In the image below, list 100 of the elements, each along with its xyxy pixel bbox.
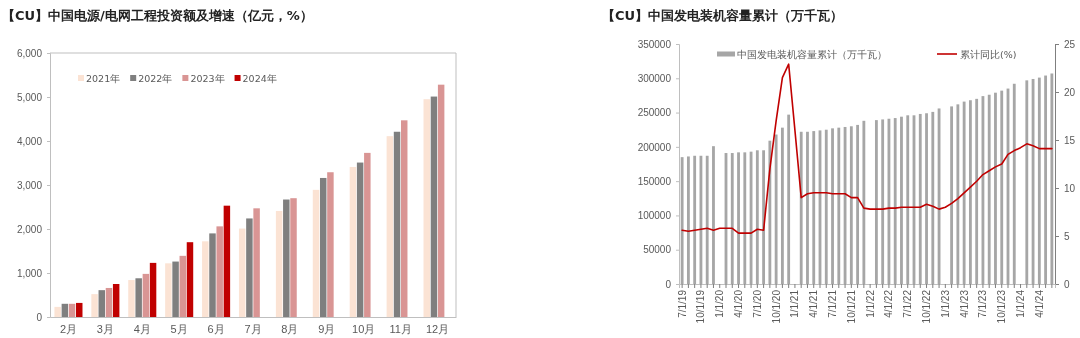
bar [994, 92, 997, 284]
x-tick-label: 10月 [352, 322, 376, 335]
y-tick-label: 5,000 [16, 91, 43, 103]
x-tick-label: 10/1/23 [996, 289, 1008, 324]
bar [975, 98, 979, 284]
bar [401, 120, 408, 317]
bar [238, 228, 246, 317]
chart-title: 【CU】中国发电装机容量累计（万千瓦） [602, 8, 844, 23]
bar [680, 157, 684, 284]
legend-label: 2022年 [138, 72, 173, 84]
y-tick-label: 4,000 [16, 135, 43, 147]
bar [112, 284, 120, 317]
bar [349, 166, 357, 317]
bar [774, 134, 778, 284]
bar [327, 172, 334, 317]
bar [142, 273, 150, 317]
y-tick-label: 1,000 [16, 267, 43, 279]
x-tick-label: 1/1/23 [939, 289, 951, 318]
bar [874, 120, 878, 284]
bar [799, 131, 803, 284]
x-tick-label: 1/1/21 [789, 289, 801, 318]
x-tick-label: 8月 [281, 322, 299, 335]
y-tick-label: 250000 [637, 107, 672, 119]
bar [76, 302, 83, 317]
x-tick-label: 7/1/23 [977, 289, 989, 318]
bar [881, 119, 885, 284]
bar [437, 84, 445, 317]
bar [931, 111, 935, 284]
x-tick-label: 4月 [133, 322, 151, 335]
x-tick-label: 12月 [425, 322, 450, 335]
bar [806, 131, 809, 284]
legend-label: 累计同比(%) [960, 48, 1017, 60]
x-tick-label: 10/1/20 [770, 289, 782, 324]
y2-tick-label: 10 [1064, 182, 1076, 194]
x-tick-label: 11月 [389, 322, 412, 335]
bar [962, 101, 966, 284]
bar [98, 290, 105, 317]
bar [149, 262, 157, 317]
bar [253, 208, 260, 317]
y-tick-label: 50000 [643, 244, 672, 256]
bar [893, 118, 897, 284]
x-tick-label: 3月 [96, 322, 114, 335]
bar [386, 136, 394, 317]
bar [743, 152, 747, 284]
x-tick-label: 1/1/20 [714, 289, 726, 318]
bar [179, 255, 187, 317]
bar [837, 127, 841, 284]
bar [290, 198, 297, 317]
x-tick-label: 10/1/22 [921, 289, 933, 324]
bar [105, 287, 113, 317]
y-tick-label: 0 [36, 311, 43, 323]
bar [61, 303, 69, 317]
bar [246, 218, 253, 317]
bar [925, 113, 928, 284]
bar [849, 126, 853, 284]
y-tick-label: 300000 [637, 72, 672, 84]
bar [812, 131, 816, 284]
bar [423, 99, 430, 317]
bar [705, 155, 709, 284]
x-tick-label: 7/1/19 [676, 289, 688, 318]
x-tick-label: 2月 [59, 322, 78, 335]
x-tick-label: 6月 [207, 322, 225, 335]
bar [165, 263, 172, 317]
x-tick-label: 9月 [318, 322, 336, 335]
bar [918, 113, 922, 284]
bar [987, 94, 991, 284]
x-tick-label: 4/1/21 [808, 289, 820, 318]
x-tick-label: 10/1/21 [845, 289, 857, 324]
x-tick-label: 7月 [244, 322, 262, 335]
bar [956, 104, 960, 284]
bar [856, 124, 860, 284]
bar [787, 114, 791, 284]
x-tick-label: 10/1/19 [695, 289, 707, 324]
bar [312, 189, 320, 317]
bar [91, 294, 98, 317]
y2-tick-label: 0 [1064, 278, 1070, 290]
chart-title: 【CU】中国电源/电网工程投资额及增速（亿元，%） [2, 8, 313, 23]
bar [862, 120, 866, 284]
bar [283, 199, 290, 317]
bar [1037, 77, 1041, 284]
bar [730, 153, 734, 284]
bar [1044, 75, 1048, 284]
bar [135, 278, 142, 317]
y-tick-label: 200000 [637, 141, 672, 153]
bar [172, 261, 179, 317]
bar [393, 131, 401, 317]
bar [1012, 83, 1016, 284]
bar [128, 280, 135, 317]
x-tick-label: 4/1/23 [958, 289, 970, 318]
bar [1025, 80, 1029, 284]
bar [223, 205, 231, 317]
bar [430, 96, 438, 317]
bar [1050, 73, 1054, 284]
bar [906, 115, 910, 284]
bar [900, 116, 903, 284]
x-tick-label: 7/1/22 [902, 289, 914, 318]
y2-tick-label: 25 [1064, 38, 1076, 50]
legend-label: 2021年 [86, 72, 121, 84]
y-tick-label: 2,000 [16, 223, 43, 235]
y-tick-label: 6,000 [16, 47, 43, 59]
